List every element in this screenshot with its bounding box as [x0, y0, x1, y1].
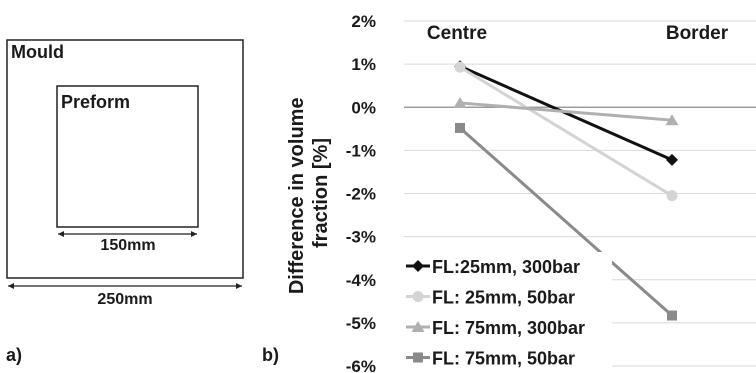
data-point-diamond	[666, 153, 678, 166]
y-tick-label: -6%	[346, 357, 376, 373]
data-point-triangle	[411, 321, 425, 332]
category-labels: Centre Border	[427, 23, 729, 44]
preform-dimension-label: 150mm	[100, 237, 155, 254]
data-point-triangle	[665, 114, 679, 126]
series-line	[459, 101, 673, 122]
panel-a-schematic: Mould Preform 150mm 250mm a)	[6, 39, 244, 365]
data-point-triangle	[453, 96, 467, 108]
legend-label: FL: 75mm, 300bar	[432, 318, 585, 338]
y-axis-label: Difference in volume fraction [%]	[286, 92, 332, 294]
legend-background	[402, 252, 612, 373]
legend: FL:25mm, 300bar FL: 25mm, 50bar FL: 75mm, …	[402, 252, 612, 373]
panel-a-label: a)	[6, 345, 22, 365]
legend-item: FL: 75mm, 300bar	[406, 318, 585, 338]
y-tick-label: -2%	[346, 185, 376, 204]
category-label: Border	[666, 23, 729, 44]
legend-item: FL: 75mm, 50bar	[406, 349, 575, 369]
y-axis-label-line-2: fraction [%]	[310, 138, 332, 248]
y-tick-label: 0%	[351, 98, 376, 117]
series-4	[455, 122, 677, 321]
y-tick-label: 2%	[351, 12, 376, 31]
y-tick-label: -5%	[346, 314, 376, 333]
legend-label: FL:25mm, 300bar	[432, 257, 580, 277]
y-tick-label: 1%	[351, 55, 376, 74]
category-label: Centre	[427, 23, 487, 44]
y-tick-labels: 2% 1% 0% -1% -2% -3% -4% -5% -6%	[346, 12, 376, 373]
y-axis-label-line-1: Difference in volume	[286, 97, 308, 294]
series-2	[454, 61, 678, 202]
data-point-circle	[454, 61, 466, 73]
preform-outline	[56, 85, 199, 228]
series-lines	[453, 60, 679, 321]
series-line	[459, 64, 673, 162]
mould-label: Mould	[11, 42, 64, 62]
data-point-square	[413, 352, 423, 363]
mould-outline	[6, 39, 244, 279]
volume-fraction-chart: 2% 1% 0% -1% -2% -3% -4% -5% -6% Difference in v…	[286, 12, 756, 373]
series-3	[453, 96, 679, 126]
data-point-circle	[666, 190, 678, 202]
mould-dimension-label: 250mm	[97, 291, 152, 308]
series-line	[459, 65, 673, 197]
legend-label: FL: 25mm, 50bar	[432, 288, 575, 308]
y-tick-label: -3%	[346, 228, 376, 247]
y-tick-label: -1%	[346, 141, 376, 160]
panel-b-label: b)	[262, 345, 279, 365]
legend-item: FL: 25mm, 50bar	[406, 288, 575, 308]
data-point-diamond	[412, 260, 424, 272]
series-line	[459, 126, 673, 317]
data-point-circle	[412, 291, 424, 302]
legend-item: FL:25mm, 300bar	[406, 257, 580, 277]
preform-label: Preform	[61, 92, 130, 112]
y-tick-label: -4%	[346, 271, 376, 290]
legend-label: FL: 75mm, 50bar	[432, 349, 575, 369]
data-point-square	[455, 122, 465, 133]
data-point-square	[667, 310, 677, 321]
